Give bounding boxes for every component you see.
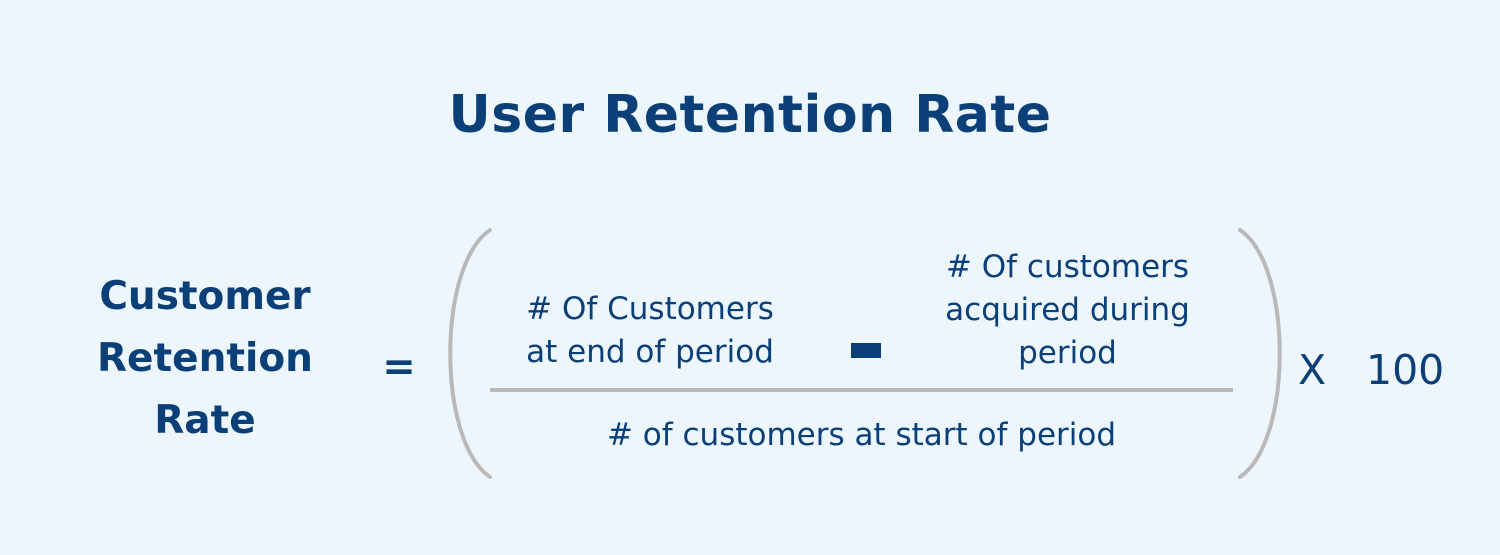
equals-sign: = bbox=[382, 344, 416, 390]
diagram-title: User Retention Rate bbox=[448, 85, 1052, 145]
multiply-sign: X bbox=[1298, 346, 1327, 394]
lhs-line-2: Retention bbox=[97, 336, 313, 381]
denominator-start-customers: # of customers at start of period bbox=[606, 417, 1117, 453]
minus-operator bbox=[851, 343, 881, 358]
numerator-term-acquired-customers: # Of customers acquired during period bbox=[905, 246, 1230, 375]
multiplier-value: 100 bbox=[1366, 346, 1445, 394]
term-b-line-1: # Of customers bbox=[945, 249, 1190, 285]
numerator-term-end-customers: # Of Customers at end of period bbox=[490, 288, 810, 374]
right-parenthesis bbox=[1238, 228, 1282, 479]
lhs-line-1: Customer bbox=[99, 274, 311, 319]
term-b-line-3: period bbox=[1018, 335, 1117, 371]
fraction-bar bbox=[490, 388, 1233, 392]
lhs-line-3: Rate bbox=[154, 398, 256, 443]
term-a-line-2: at end of period bbox=[526, 334, 774, 370]
term-b-line-2: acquired during bbox=[945, 292, 1190, 328]
formula-lhs-label: Customer Retention Rate bbox=[72, 266, 338, 452]
term-a-line-1: # Of Customers bbox=[526, 291, 774, 327]
left-parenthesis bbox=[448, 228, 492, 479]
